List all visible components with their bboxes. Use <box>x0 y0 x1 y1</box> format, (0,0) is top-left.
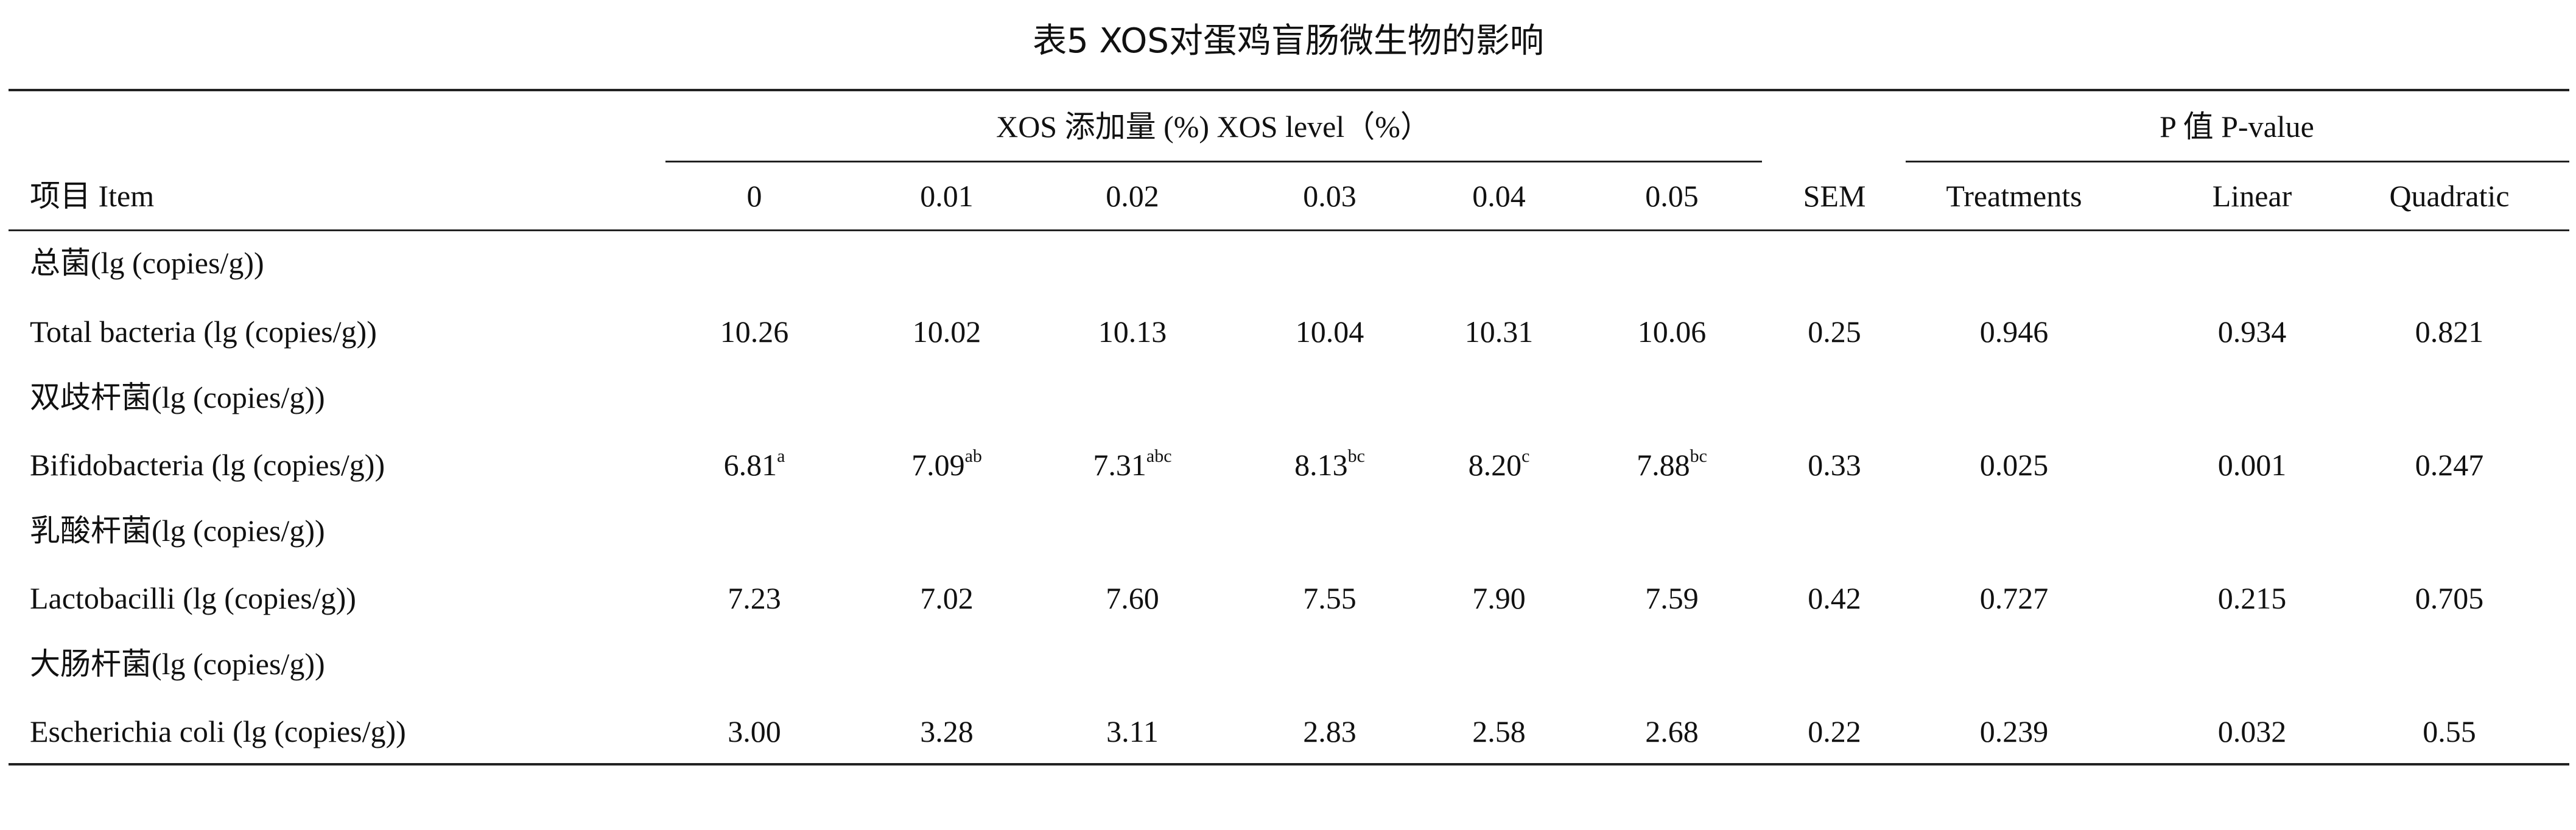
column-header: 0 <box>746 179 762 213</box>
column-header: 0.05 <box>1645 179 1699 213</box>
cell: 7.02 <box>920 581 974 615</box>
column-header: SEM <box>1803 179 1866 213</box>
cell: 0.032 <box>2217 714 2287 748</box>
row-label: 双歧杆菌(lg (copies/g)) <box>30 380 325 414</box>
group-rule <box>665 161 1762 162</box>
row-label: Total bacteria (lg (copies/g)) <box>30 315 377 349</box>
cell: 10.06 <box>1637 315 1707 349</box>
cell: 0.821 <box>2415 315 2484 349</box>
row-label: 总菌(lg (copies/g)) <box>30 246 264 280</box>
cell: 7.88bc <box>1637 447 1707 482</box>
cell: 7.59 <box>1645 581 1699 615</box>
cell: 2.83 <box>1303 714 1356 748</box>
cell: 7.55 <box>1303 581 1356 615</box>
cell: 0.934 <box>2217 315 2287 349</box>
cell-value: 8.20 <box>1468 448 1522 482</box>
cell-value: 7.09 <box>911 448 965 482</box>
cell: 0.727 <box>1979 581 2049 615</box>
table-title: 表5 XOS对蛋鸡盲肠微生物的影响 <box>1033 21 1544 61</box>
cell: 3.11 <box>1106 714 1159 748</box>
row-label: Escherichia coli (lg (copies/g)) <box>30 714 406 748</box>
row-label: Bifidobacteria (lg (copies/g)) <box>30 448 385 482</box>
cell: 0.239 <box>1979 714 2049 748</box>
cell-value: 7.31 <box>1093 448 1146 482</box>
column-header: Linear <box>2212 179 2292 213</box>
cell: 10.31 <box>1464 315 1534 349</box>
group-header: P 值 P-value <box>2160 110 2314 144</box>
significance-letter: bc <box>1347 446 1365 466</box>
group-rule <box>1906 161 2569 162</box>
cell: 2.68 <box>1645 714 1699 748</box>
cell: 8.20c <box>1468 447 1530 482</box>
cell: 7.60 <box>1106 581 1159 615</box>
significance-letter: a <box>777 446 785 466</box>
cell: 7.31abc <box>1093 447 1171 482</box>
cell: 6.81a <box>723 447 785 482</box>
column-header: Treatments <box>1946 179 2082 213</box>
significance-letter: bc <box>1690 446 1707 466</box>
column-header: 0.02 <box>1106 179 1159 213</box>
cell: 7.09ab <box>911 447 982 482</box>
cell-value: 7.88 <box>1637 448 1690 482</box>
cell-value: 8.13 <box>1294 448 1348 482</box>
cell: 10.02 <box>912 315 981 349</box>
cell: 0.247 <box>2415 448 2484 482</box>
cell: 0.946 <box>1979 315 2049 349</box>
column-header: 0.04 <box>1472 179 1526 213</box>
cell: 0.001 <box>2217 448 2287 482</box>
cell: 0.705 <box>2415 581 2484 615</box>
cell: 0.25 <box>1808 315 1861 349</box>
top-rule <box>9 89 2569 91</box>
significance-letter: c <box>1521 446 1530 466</box>
group-header: XOS 添加量 (%) XOS level（%） <box>996 110 1431 144</box>
cell: 2.58 <box>1472 714 1526 748</box>
cell: 0.42 <box>1808 581 1861 615</box>
cell: 3.00 <box>728 714 781 748</box>
column-header: 项目 Item <box>30 179 155 213</box>
cell: 7.23 <box>728 581 781 615</box>
row-label: 大肠杆菌(lg (copies/g)) <box>30 647 325 681</box>
cell: 8.13bc <box>1294 447 1365 482</box>
row-label: 乳酸杆菌(lg (copies/g)) <box>30 514 325 548</box>
cell: 10.26 <box>720 315 789 349</box>
cell: 3.28 <box>920 714 974 748</box>
cell: 0.33 <box>1808 448 1861 482</box>
bottom-rule <box>9 763 2569 765</box>
cell: 10.13 <box>1098 315 1167 349</box>
significance-letter: abc <box>1146 446 1172 466</box>
cell: 0.215 <box>2217 581 2287 615</box>
cell: 0.55 <box>2423 714 2476 748</box>
cell: 10.04 <box>1295 315 1364 349</box>
header-rule <box>9 229 2569 231</box>
column-header: Quadratic <box>2389 179 2510 213</box>
cell: 0.22 <box>1808 714 1861 748</box>
row-label: Lactobacilli (lg (copies/g)) <box>30 581 356 615</box>
cell-value: 6.81 <box>723 448 777 482</box>
cell: 0.025 <box>1979 448 2049 482</box>
cell: 7.90 <box>1472 581 1526 615</box>
column-header: 0.01 <box>920 179 974 213</box>
significance-letter: ab <box>964 446 982 466</box>
column-header: 0.03 <box>1303 179 1356 213</box>
